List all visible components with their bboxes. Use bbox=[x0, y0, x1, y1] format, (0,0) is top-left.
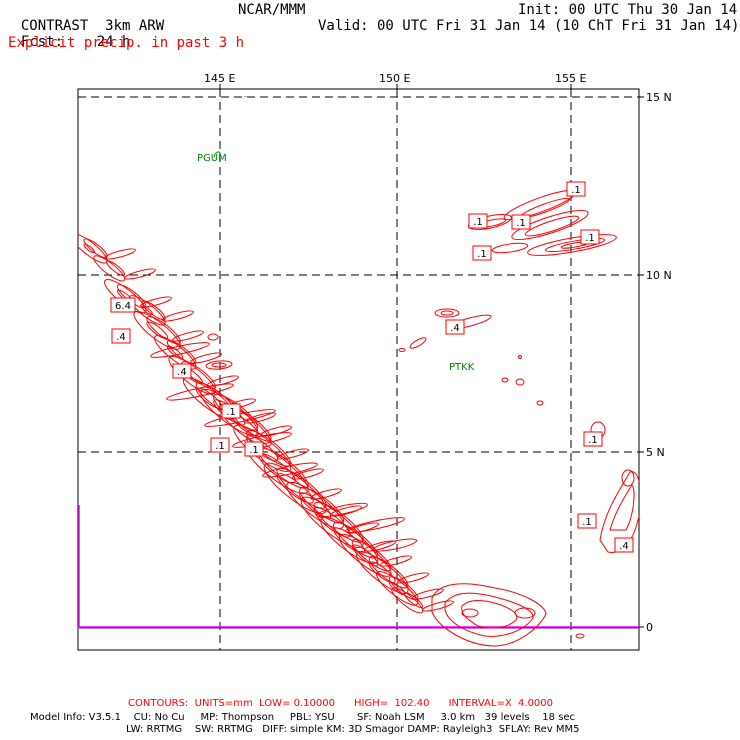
island-marker: ⁻ bbox=[243, 93, 248, 102]
contour-label-text: .1 bbox=[585, 233, 595, 244]
model-info-2: LW: RRTMG SW: RRTMG DIFF: simple KM: 3D … bbox=[126, 724, 580, 735]
contour-label-text: .1 bbox=[582, 517, 592, 528]
contour-label: .1 bbox=[472, 245, 492, 261]
contour-label-text: .1 bbox=[249, 445, 259, 456]
contour-label-text: .1 bbox=[226, 407, 236, 418]
axis-ticks bbox=[219, 84, 644, 628]
init-time: Init: 00 UTC Thu 30 Jan 14 bbox=[518, 2, 738, 18]
contour-label: .4 bbox=[445, 319, 465, 335]
contour-label-text: .4 bbox=[177, 367, 187, 378]
model-name: CONTRAST bbox=[20, 18, 89, 34]
map-frame bbox=[77, 88, 640, 651]
contour-label-text: .4 bbox=[619, 541, 629, 552]
model-info: Model Info: V3.5.1 CU: No Cu MP: Thompso… bbox=[30, 712, 576, 723]
contour-label-text: .1 bbox=[571, 185, 581, 196]
contour-label: .1 bbox=[580, 229, 600, 245]
precip-contours bbox=[78, 189, 639, 647]
lat-label-0: 0 bbox=[646, 621, 653, 634]
field-title: Explicit precip. in past 3 h bbox=[8, 35, 245, 51]
contour-label: .1 bbox=[468, 213, 488, 229]
contour-label-text: .1 bbox=[473, 217, 483, 228]
contour-label: 6.4 bbox=[110, 297, 136, 313]
fcst-label: Fcst: bbox=[20, 34, 64, 50]
lon-label-155: 155 E bbox=[555, 72, 587, 85]
station-ptkk: PTKK bbox=[449, 362, 475, 373]
lon-label-145: 145 E bbox=[204, 72, 236, 85]
contour-label-text: .4 bbox=[450, 323, 460, 334]
contour-label: .1 bbox=[577, 513, 597, 529]
contour-label-text: .1 bbox=[516, 218, 526, 229]
lat-label-5n: 5 N bbox=[646, 446, 665, 459]
fcst-value: 24 h bbox=[96, 34, 131, 50]
center-name: NCAR/MMM bbox=[238, 2, 306, 18]
contour-label-text: 6.4 bbox=[115, 301, 131, 312]
lat-label-10n: 10 N bbox=[646, 269, 672, 282]
contour-label: .4 bbox=[172, 363, 192, 379]
lat-label-15n: 15 N bbox=[646, 91, 672, 104]
lon-label-150: 150 E bbox=[379, 72, 411, 85]
station-pgum: PGUM bbox=[197, 151, 227, 164]
contour-label-text: .1 bbox=[477, 249, 487, 260]
domain-boundary bbox=[78, 505, 639, 628]
contour-label-text: .1 bbox=[215, 441, 225, 452]
contour-label-group: .1 .1 .1 .1 .1 6.4 .4 .4 .4 .1 .1 .1 .1 .1 .4 bbox=[110, 181, 634, 553]
contour-label: .1 bbox=[511, 214, 531, 230]
contour-label: .1 bbox=[244, 441, 264, 457]
lat-lon-grid bbox=[78, 89, 639, 650]
contour-label: .4 bbox=[614, 537, 634, 553]
contour-info: CONTOURS: UNITS=mm LOW= 0.10000 HIGH= 10… bbox=[128, 698, 554, 709]
station-ptkk-label: PTKK bbox=[449, 362, 475, 373]
contour-label: .1 bbox=[583, 431, 603, 447]
contour-label: .1 bbox=[210, 437, 230, 453]
contour-label-text: .4 bbox=[116, 332, 126, 343]
contour-label: .1 bbox=[221, 403, 241, 419]
station-pgum-label: PGUM bbox=[197, 153, 227, 164]
contour-label: .4 bbox=[111, 328, 131, 344]
model-desc: 3km ARW bbox=[105, 18, 165, 34]
contour-label: .1 bbox=[566, 181, 586, 197]
valid-time: Valid: 00 UTC Fri 31 Jan 14 (10 ChT Fri … bbox=[318, 18, 740, 34]
contour-label-text: .1 bbox=[588, 435, 598, 446]
